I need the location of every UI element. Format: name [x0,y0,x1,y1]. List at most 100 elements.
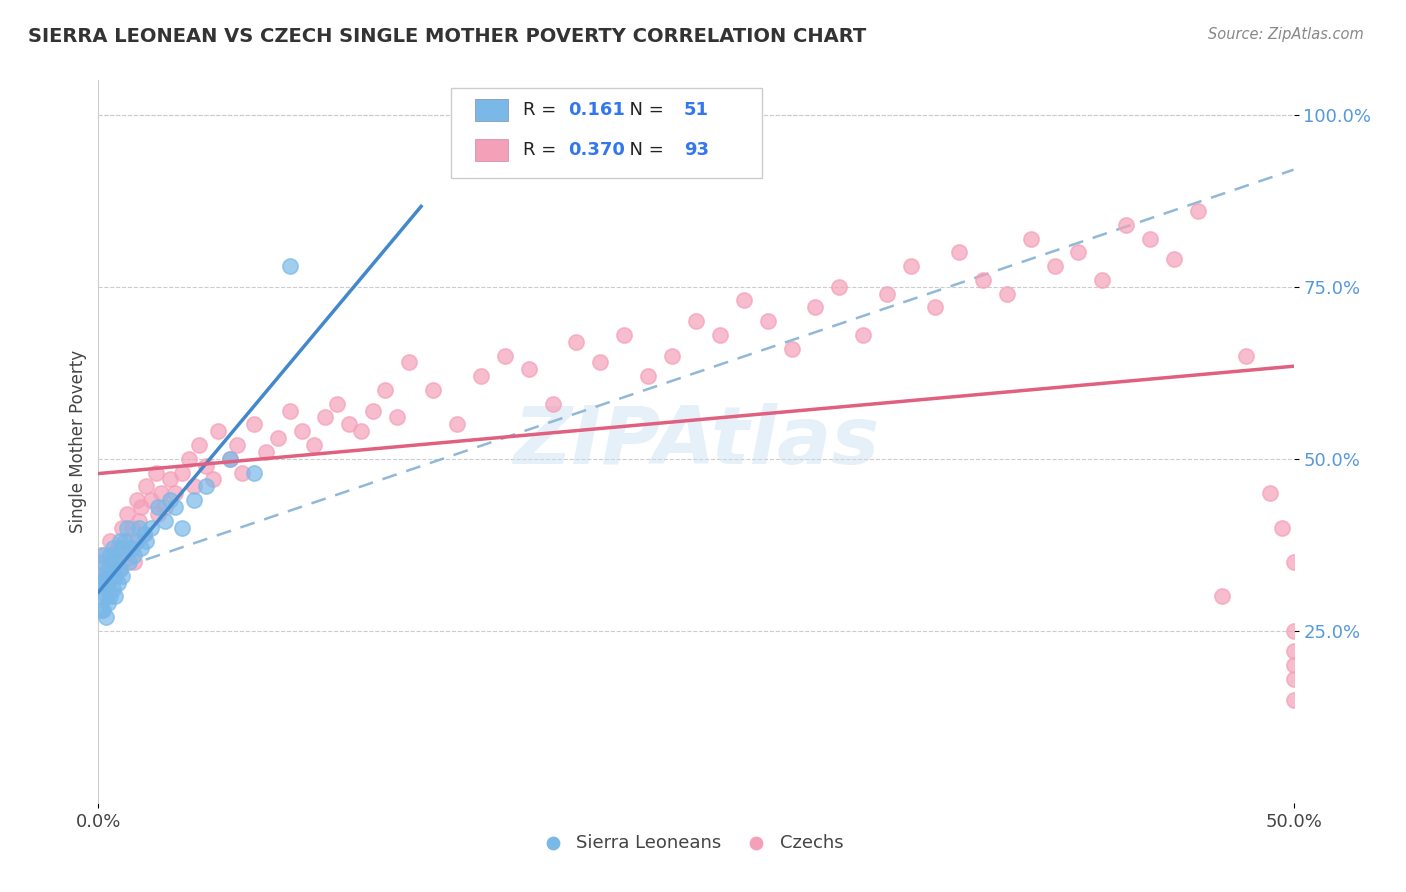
Point [1043,259,1066,273]
Point [101,562,124,576]
Point [876,286,898,301]
Point [115,507,138,521]
Point [780,342,803,356]
Point [517,362,540,376]
Point [1163,252,1185,267]
Point [172,466,194,480]
Point [804,301,827,315]
Point [1067,245,1090,260]
Point [195,479,218,493]
Point [104,555,127,569]
Point [470,369,492,384]
Text: 0.370: 0.370 [568,141,626,159]
Point [398,355,420,369]
Point [243,466,266,480]
Point [98,555,122,569]
Point [254,445,277,459]
Point [90,590,112,604]
Point [91,555,114,569]
Point [494,349,516,363]
Point [613,327,636,342]
Point [1258,486,1281,500]
Point [374,383,396,397]
Point [107,548,129,562]
Point [302,438,325,452]
Point [900,259,922,273]
Point [124,555,146,569]
FancyBboxPatch shape [475,99,509,121]
Point [1091,273,1114,287]
Text: N =: N = [619,102,669,120]
Point [139,520,162,534]
Point [163,486,186,500]
Point [219,451,242,466]
Point [104,568,127,582]
Point [114,548,136,562]
Text: SIERRA LEONEAN VS CZECH SINGLE MOTHER POVERTY CORRELATION CHART: SIERRA LEONEAN VS CZECH SINGLE MOTHER PO… [28,27,866,45]
Point [1115,218,1137,232]
Text: 93: 93 [685,141,709,159]
Point [132,527,155,541]
Text: N =: N = [619,141,669,159]
Point [159,493,181,508]
Point [98,548,122,562]
Point [589,355,612,369]
Text: Source: ZipAtlas.com: Source: ZipAtlas.com [1208,27,1364,42]
Point [159,472,181,486]
Point [733,293,755,308]
Point [107,541,129,556]
Point [94,575,117,590]
Point [179,451,201,466]
Point [101,568,124,582]
Point [101,541,124,556]
Point [1139,231,1161,245]
Point [231,466,253,480]
Point [183,479,205,493]
Point [291,424,314,438]
Point [155,514,177,528]
Point [145,466,167,480]
Text: 51: 51 [685,102,709,120]
Point [118,534,141,549]
Point [363,403,385,417]
Point [350,424,373,438]
Point [1282,555,1305,569]
Point [163,500,186,514]
Point [128,514,150,528]
Point [121,541,143,556]
Point [149,486,172,500]
Point [90,568,112,582]
Point [97,582,120,597]
Point [1271,520,1294,534]
Point [91,575,114,590]
Point [243,417,266,432]
Point [98,534,122,549]
Point [995,833,1018,847]
Point [995,286,1018,301]
Point [1282,624,1305,638]
Point [101,582,124,597]
Point [131,500,153,514]
Point [97,562,120,576]
Point [91,603,114,617]
FancyBboxPatch shape [451,87,762,178]
Point [125,493,148,508]
Point [107,575,129,590]
Point [108,562,131,576]
Point [148,500,170,514]
Point [128,520,150,534]
Point [98,568,122,582]
Point [709,327,731,342]
Point [541,397,564,411]
Point [326,397,349,411]
Point [1282,692,1305,706]
Point [972,273,994,287]
Point [267,431,290,445]
Point [94,610,117,624]
Point [1234,349,1257,363]
Point [155,500,177,514]
Point [132,527,155,541]
Point [125,534,148,549]
Point [111,568,134,582]
Point [1282,672,1305,686]
